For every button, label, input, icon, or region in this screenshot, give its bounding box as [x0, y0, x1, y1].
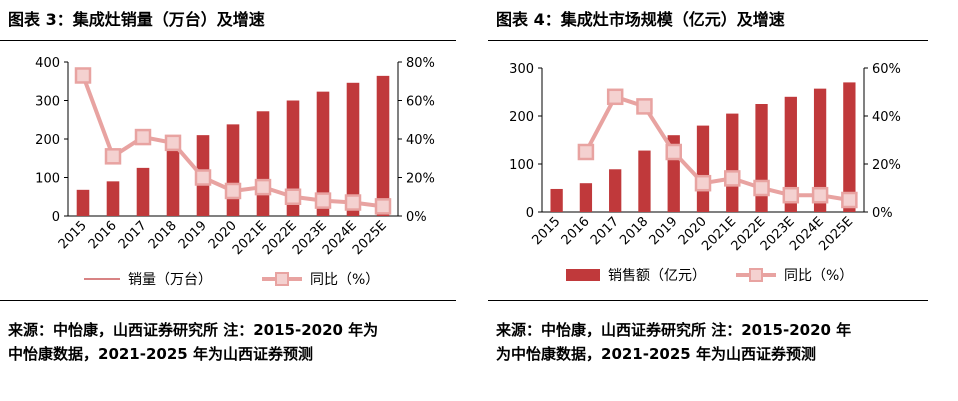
- y-left-tick-label: 200: [35, 133, 60, 148]
- growth-marker: [164, 134, 182, 152]
- source-rule: [488, 300, 928, 301]
- bar: [136, 167, 150, 216]
- x-tick-label: 2016: [559, 214, 593, 248]
- growth-marker: [665, 143, 682, 161]
- bar: [76, 189, 90, 216]
- source-note: 来源：中怡康，山西证券研究所 注：2015-2020 年 为中怡康数据，2021…: [496, 318, 851, 366]
- source-line: 来源：中怡康，山西证券研究所 注：2015-2020 年为: [8, 321, 379, 339]
- growth-marker: [753, 179, 770, 197]
- y-left-tick-label: 100: [509, 158, 534, 173]
- x-tick-label: 2025E: [816, 214, 856, 254]
- bar: [726, 113, 739, 212]
- x-tick-label: 2015: [529, 214, 563, 248]
- y-right-tick-label: 0%: [406, 210, 427, 225]
- bar: [843, 82, 856, 213]
- x-tick-label: 2017: [588, 214, 622, 248]
- growth-marker: [694, 174, 712, 192]
- chart-panel-left: 图表 3：集成灶销量（万台）及增速 400 300 200 100 0 80% 60% 40%…: [0, 0, 470, 401]
- bar: [579, 183, 593, 212]
- bar: [316, 91, 330, 216]
- legend-line-label: 同比（%）: [310, 272, 379, 288]
- y-left-tick-label: 0: [52, 210, 60, 225]
- legend-line-label: 同比（%）: [784, 268, 853, 284]
- growth-marker: [104, 148, 122, 165]
- x-tick-label: 2025E: [350, 218, 390, 258]
- y-left-tick-label: 200: [509, 110, 534, 125]
- source-rule: [0, 300, 456, 301]
- growth-marker: [841, 191, 858, 209]
- y-right-tick-label: 60%: [406, 95, 435, 110]
- source-note: 来源：中怡康，山西证券研究所 注：2015-2020 年为 中怡康数据，2021…: [8, 318, 378, 366]
- growth-marker: [134, 128, 152, 146]
- bar: [286, 100, 300, 216]
- legend-line-marker: [275, 272, 289, 286]
- y-left-tick-label: 400: [35, 56, 60, 71]
- growth-marker: [811, 186, 829, 204]
- growth-marker: [314, 192, 332, 209]
- growth-marker: [254, 178, 272, 196]
- x-tick-label: 2018: [617, 214, 651, 248]
- x-tick-label: 2016: [86, 218, 120, 252]
- bar: [638, 150, 651, 212]
- chart-left: 400300200100080%60%40%20%0%2015201620172…: [35, 56, 435, 288]
- y-right-tick-label: 20%: [406, 172, 435, 187]
- legend-bar-label: 销售额（亿元）: [608, 268, 706, 284]
- y-left-tick-label: 300: [509, 62, 534, 77]
- bar: [106, 181, 120, 216]
- bar: [166, 149, 180, 216]
- y-right-tick-label: 0%: [872, 206, 893, 221]
- y-left-tick-label: 100: [35, 172, 60, 187]
- growth-line: [584, 94, 850, 202]
- x-tick-label: 2018: [146, 218, 180, 252]
- y-right-tick-label: 40%: [872, 110, 901, 125]
- growth-marker: [636, 98, 653, 115]
- growth-marker: [606, 88, 624, 106]
- x-tick-label: 2015: [56, 218, 90, 252]
- y-right-tick-label: 20%: [872, 158, 901, 173]
- growth-marker: [782, 186, 800, 204]
- chart-title: 图表 4：集成灶市场规模（亿元）及增速: [496, 10, 785, 29]
- legend-line-marker: [749, 268, 763, 282]
- y-right-tick-label: 60%: [872, 62, 901, 77]
- x-tick-label: 2019: [647, 214, 681, 248]
- bar: [256, 111, 270, 216]
- growth-marker: [724, 170, 741, 187]
- growth-marker: [74, 67, 92, 84]
- growth-marker: [194, 169, 212, 186]
- source-line: 为中怡康数据，2021-2025 年为山西证券预测: [496, 345, 816, 363]
- y-right-tick-label: 40%: [406, 133, 435, 148]
- growth-marker: [224, 182, 242, 200]
- growth-marker: [374, 198, 392, 215]
- title-rule: [488, 40, 928, 41]
- bar: [346, 82, 360, 216]
- bar: [550, 188, 563, 212]
- chart-title: 图表 3：集成灶销量（万台）及增速: [8, 10, 265, 29]
- chart-right: 300 200 100 0 60% 40% 20% 0% 2015201620172018201…: [509, 62, 901, 284]
- source-line: 来源：中怡康，山西证券研究所 注：2015-2020 年: [496, 321, 852, 339]
- bar: [609, 169, 622, 212]
- legend-bar-label: 销量（万台）: [128, 272, 212, 288]
- x-tick-label: 2019: [176, 218, 210, 252]
- bar: [813, 88, 827, 212]
- bar: [376, 75, 390, 216]
- chart-panel-right: 图表 4：集成灶市场规模（亿元）及增速 300 200 100 0 60% 40% 20% 0…: [488, 0, 958, 401]
- bar: [696, 125, 710, 212]
- y-left-tick-label: 300: [35, 95, 60, 110]
- bar: [226, 124, 240, 216]
- source-line: 中怡康数据，2021-2025 年为山西证券预测: [8, 345, 313, 363]
- y-right-tick-label: 80%: [406, 56, 435, 71]
- bar: [784, 96, 797, 212]
- y-left-tick-label: 0: [526, 206, 534, 221]
- title-rule: [0, 40, 456, 41]
- legend-bar-swatch: [566, 269, 600, 281]
- growth-marker: [577, 143, 595, 161]
- x-tick-label: 2017: [116, 218, 150, 252]
- growth-marker: [344, 194, 362, 211]
- growth-marker: [284, 188, 302, 205]
